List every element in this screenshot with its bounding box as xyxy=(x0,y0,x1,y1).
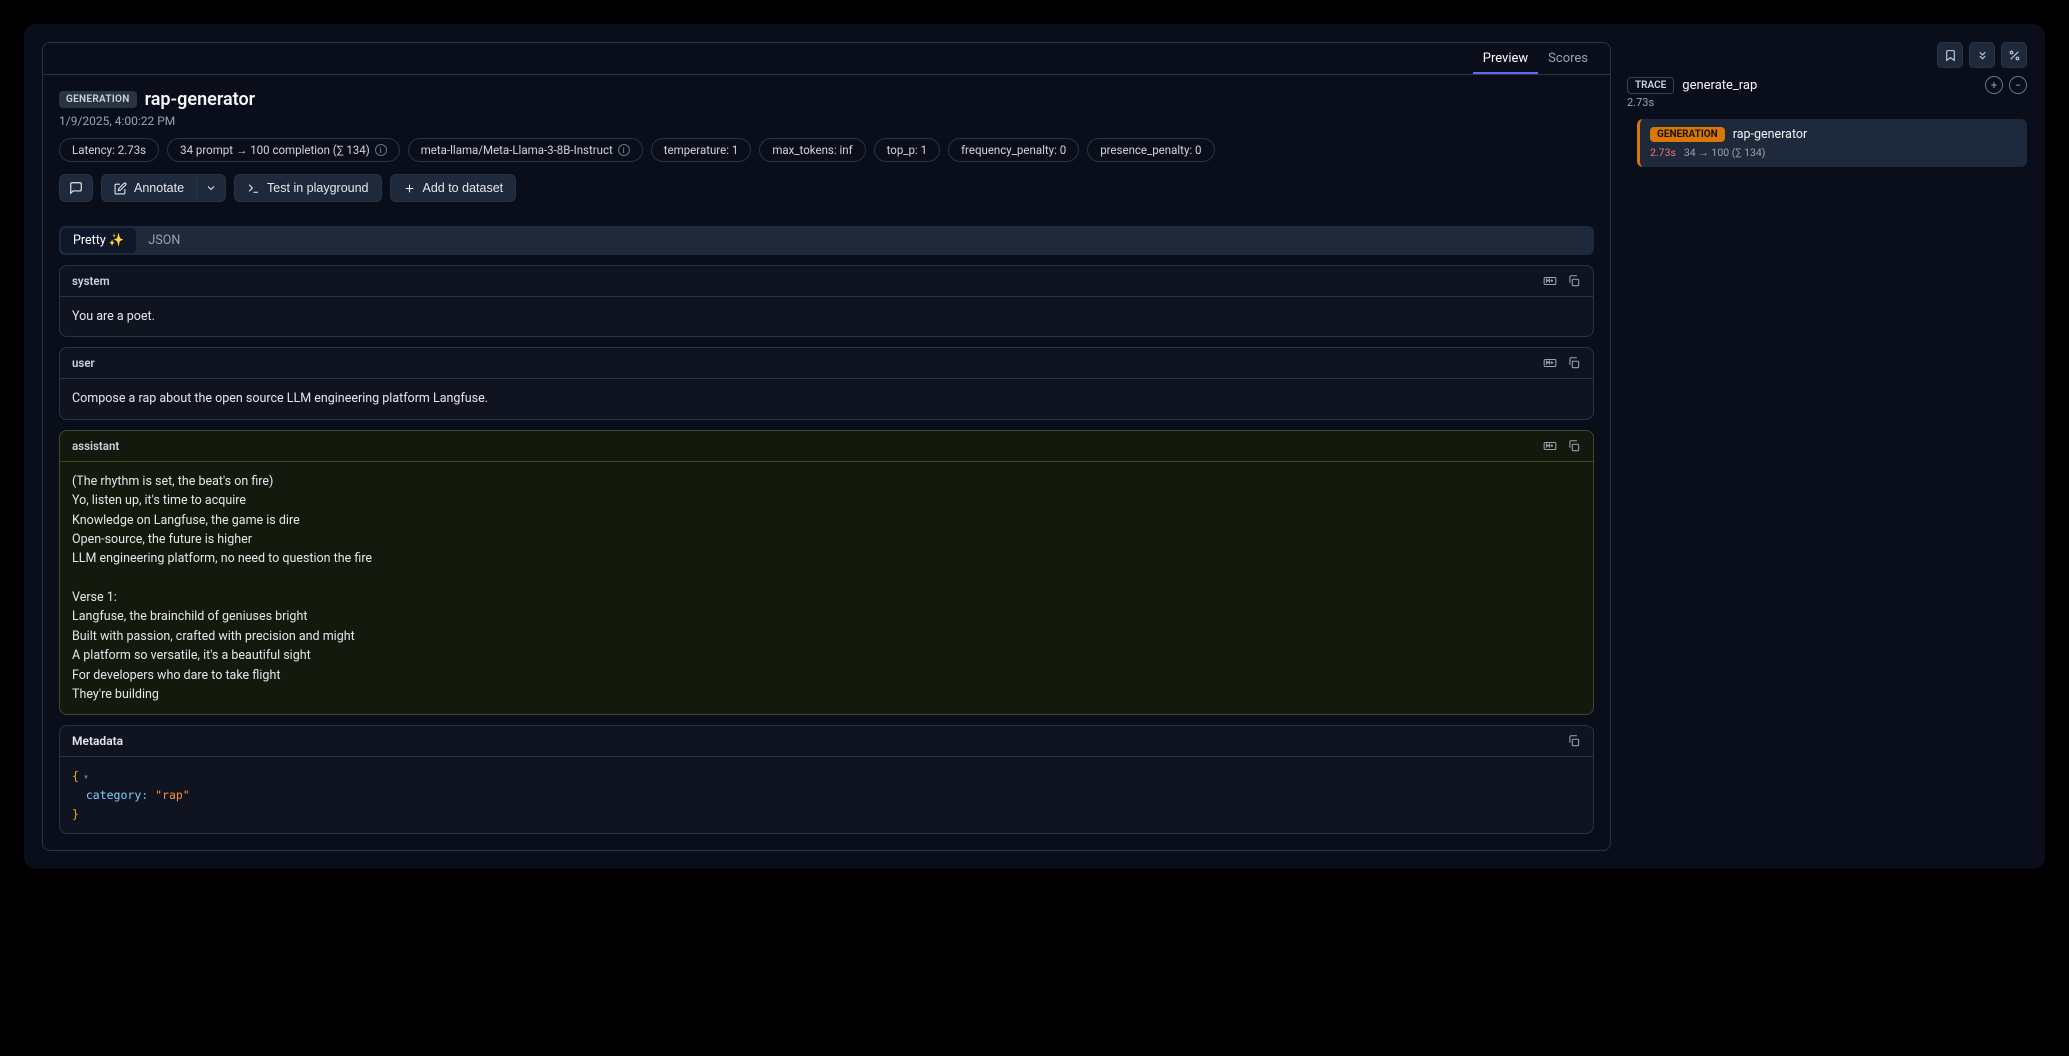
trace-item[interactable]: GENERATION rap-generator 2.73s 34 → 100 … xyxy=(1637,119,2027,167)
pill-tokens-text: 34 prompt → 100 completion (∑ 134) xyxy=(180,143,370,157)
tab-preview[interactable]: Preview xyxy=(1473,43,1538,74)
content-area: system You are a poet. user Compose xyxy=(43,265,1610,850)
annotate-button[interactable]: Annotate xyxy=(101,174,197,202)
remove-button[interactable]: − xyxy=(2009,76,2027,94)
info-icon[interactable]: i xyxy=(618,144,630,156)
meta-value: "rap" xyxy=(155,788,190,802)
metadata-card: Metadata {▾ category: "rap" } xyxy=(59,725,1594,834)
copy-icon[interactable] xyxy=(1567,274,1581,288)
add-dataset-label: Add to dataset xyxy=(423,181,504,195)
add-button[interactable]: + xyxy=(1985,76,2003,94)
message-user: user Compose a rap about the open source… xyxy=(59,347,1594,419)
info-icon[interactable]: i xyxy=(375,144,387,156)
role-label: assistant xyxy=(72,439,119,453)
message-body: Compose a rap about the open source LLM … xyxy=(60,379,1593,418)
pill-tokens: 34 prompt → 100 completion (∑ 134) i xyxy=(167,138,400,162)
chevrons-icon xyxy=(1976,49,1989,62)
pill-pres-penalty: presence_penalty: 0 xyxy=(1087,138,1214,162)
trace-time: 2.73s xyxy=(1627,96,2027,109)
main-panel: Preview Scores GENERATION rap-generator … xyxy=(42,42,1611,851)
generation-badge: GENERATION xyxy=(59,91,137,108)
markdown-icon[interactable] xyxy=(1543,439,1557,453)
plus-icon xyxy=(403,182,416,195)
edit-icon xyxy=(114,182,127,195)
message-system: system You are a poet. xyxy=(59,265,1594,337)
chevron-down-icon xyxy=(205,182,217,194)
comment-icon xyxy=(69,181,83,195)
pill-model: meta-llama/Meta-Llama-3-8B-Instruct i xyxy=(408,138,643,162)
view-pretty[interactable]: Pretty ✨ xyxy=(61,228,136,253)
role-label: user xyxy=(72,356,95,370)
copy-icon[interactable] xyxy=(1567,356,1581,370)
view-toggle: Pretty ✨ JSON xyxy=(59,226,1594,255)
message-assistant: assistant (The rhythm is set, the beat's… xyxy=(59,430,1594,716)
header-block: GENERATION rap-generator 1/9/2025, 4:00:… xyxy=(43,75,1610,226)
bookmark-icon xyxy=(1944,49,1957,62)
playground-button[interactable]: Test in playground xyxy=(234,174,381,202)
generation-badge: GENERATION xyxy=(1650,127,1725,142)
pill-top-p: top_p: 1 xyxy=(874,138,940,162)
metadata-body: {▾ category: "rap" } xyxy=(60,757,1593,833)
collapse-button[interactable] xyxy=(1969,42,1995,68)
trace-item-latency: 2.73s xyxy=(1650,146,1676,159)
metadata-title: Metadata xyxy=(72,734,123,748)
annotate-label: Annotate xyxy=(134,181,184,195)
annotate-group: Annotate xyxy=(101,174,226,202)
copy-icon[interactable] xyxy=(1567,439,1581,453)
message-body: (The rhythm is set, the beat's on fire) … xyxy=(60,462,1593,715)
bookmark-button[interactable] xyxy=(1937,42,1963,68)
percent-button[interactable] xyxy=(2001,42,2027,68)
percent-icon xyxy=(2008,49,2021,62)
trace-badge: TRACE xyxy=(1627,77,1674,94)
app-frame: Preview Scores GENERATION rap-generator … xyxy=(24,24,2045,869)
tab-scores[interactable]: Scores xyxy=(1538,43,1598,74)
markdown-icon[interactable] xyxy=(1543,356,1557,370)
trace-sidebar: TRACE generate_rap + − 2.73s GENERATION … xyxy=(1627,42,2027,851)
pill-temperature: temperature: 1 xyxy=(651,138,752,162)
annotate-dropdown[interactable] xyxy=(197,174,226,202)
playground-label: Test in playground xyxy=(267,181,368,195)
markdown-icon[interactable] xyxy=(1543,274,1557,288)
terminal-icon xyxy=(247,182,260,195)
pill-latency: Latency: 2.73s xyxy=(59,138,159,162)
add-dataset-button[interactable]: Add to dataset xyxy=(390,174,517,202)
view-json[interactable]: JSON xyxy=(136,228,192,253)
trace-item-name: rap-generator xyxy=(1733,127,1808,142)
meta-key: category xyxy=(86,788,141,802)
trace-header: TRACE generate_rap + − xyxy=(1627,76,2027,94)
pill-max-tokens: max_tokens: inf xyxy=(759,138,865,162)
page-title: rap-generator xyxy=(145,89,256,110)
tabs-row: Preview Scores xyxy=(43,43,1610,75)
trace-item-tokens: 34 → 100 (∑ 134) xyxy=(1684,146,1766,159)
pill-model-text: meta-llama/Meta-Llama-3-8B-Instruct xyxy=(421,143,613,157)
pill-freq-penalty: frequency_penalty: 0 xyxy=(948,138,1079,162)
timestamp: 1/9/2025, 4:00:22 PM xyxy=(59,114,1594,128)
trace-name: generate_rap xyxy=(1682,78,1757,93)
comment-button[interactable] xyxy=(59,174,93,202)
copy-icon[interactable] xyxy=(1567,734,1581,748)
pills-row: Latency: 2.73s 34 prompt → 100 completio… xyxy=(59,138,1594,162)
role-label: system xyxy=(72,274,110,288)
message-body: You are a poet. xyxy=(60,297,1593,336)
actions-row: Annotate Test in playground Add to datas… xyxy=(59,174,1594,202)
